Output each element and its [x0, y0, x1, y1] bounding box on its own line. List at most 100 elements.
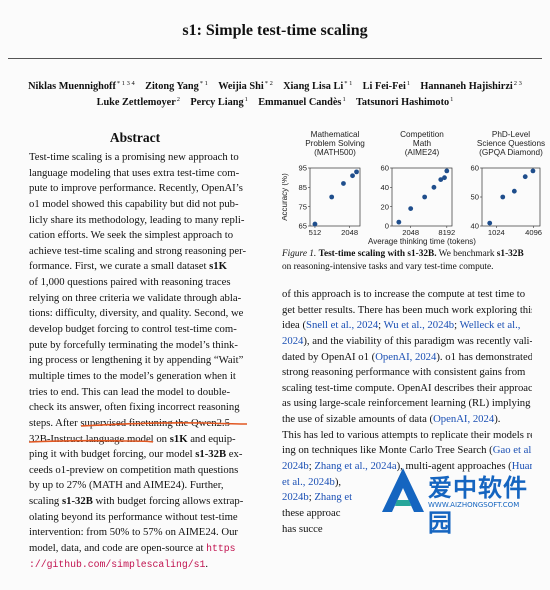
text-line: get better results. There has been much … [282, 303, 532, 319]
text-line: scaling s1-32B with budget forcing allow… [29, 494, 249, 510]
text-span: s1K [169, 432, 188, 445]
author-name: Hannaneh Hajishirzi [420, 81, 513, 92]
citation-link[interactable]: et al., 2024b [282, 475, 335, 488]
text-line: olating beyond its performance without t… [29, 510, 249, 526]
author-affiliation: 2 3 [513, 80, 522, 87]
data-point [442, 175, 447, 181]
author-affiliation: 1 [342, 96, 346, 103]
data-point [408, 206, 414, 211]
citation-link[interactable]: Zhang et [314, 491, 353, 504]
author-name: Percy Liang [190, 97, 244, 108]
author-name: Weijia Shi [218, 81, 264, 92]
data-point [422, 194, 428, 200]
author-list-line-2: Luke Zettlemoyer2 Percy Liang1 Emmanuel … [0, 96, 550, 108]
y-tick-label: 60 [471, 164, 479, 173]
citation-link[interactable]: Wu et al., 2024b [383, 319, 455, 332]
panel-frame [391, 167, 453, 227]
caption-rest-1: We benchmark [436, 249, 497, 259]
text-span[interactable]: https [206, 543, 236, 555]
author-affiliation: * 2 [264, 80, 273, 87]
text-span: ), multi-agent approaches ( [396, 460, 512, 473]
data-point [444, 168, 450, 174]
watermark-logo-icon [382, 468, 424, 512]
data-point [350, 173, 355, 179]
text-line: This has led to various attempts to repl… [282, 428, 532, 444]
panel-title: Competition [400, 130, 444, 139]
citation-link[interactable]: Huang [511, 460, 532, 473]
citation-link[interactable]: 2024b [282, 460, 309, 473]
citation-link[interactable]: 2024 [282, 334, 304, 347]
text-span: s1-32B [61, 495, 93, 508]
text-span: achieve test-time scaling and strong rea… [29, 244, 247, 257]
y-tick-label: 75 [299, 202, 307, 211]
y-tick-label: 50 [471, 193, 479, 202]
panel-title: Science Questions [477, 139, 545, 148]
panel-frame [481, 167, 541, 227]
y-tick-label: 0 [385, 222, 389, 231]
text-line: formance. First, we curate a small datas… [29, 259, 249, 275]
text-span: o1 model showed this capability but did … [29, 197, 239, 210]
text-span: 32B-Instruct language model on [29, 432, 170, 445]
text-span: s1K [209, 260, 227, 273]
text-line: of this approach is to increase the comp… [282, 287, 532, 303]
text-span: formance. First, we curate a small datas… [29, 260, 210, 273]
data-point [396, 219, 402, 225]
text-line: pute by forcefully terminating the model… [29, 338, 249, 354]
text-span: ceeds o1-preview on competition math que… [29, 463, 239, 476]
citation-link[interactable]: Snell et al., 2024 [306, 319, 379, 332]
text-span: intervention: from 50% to 57% on AIME24.… [29, 526, 238, 539]
caption-bold: Test-time scaling with s1-32B. [318, 249, 437, 259]
text-span: of 1,000 questions paired with reasoning… [29, 276, 231, 289]
y-tick-label: 95 [299, 164, 307, 173]
text-span: language modeling that uses extra test-t… [29, 166, 240, 179]
y-axis-label: Accuracy (%) [282, 173, 289, 221]
text-line: language modeling that uses extra test-t… [29, 166, 249, 182]
text-line: 2024b; Zhang et al., 2024a), multi-agent… [282, 459, 532, 475]
citation-link[interactable]: Zhang et al., 2024a [314, 460, 397, 473]
text-span: ; [454, 319, 460, 332]
text-line: ing on techniques like Monte Carlo Tree … [282, 443, 532, 459]
text-line: 2024), and the viability of this paradig… [282, 334, 532, 350]
watermark-url: WWW.AIZHONGSOFT.COM [428, 501, 520, 509]
author-affiliation: * 1 3 4 [116, 80, 135, 87]
text-line: ing process or lengthening it by appendi… [29, 353, 249, 369]
text-line: 32B-Instruct language model on s1K and e… [29, 432, 249, 448]
citation-link[interactable]: Gao et al., [492, 444, 532, 457]
data-point [500, 194, 506, 200]
y-tick-label: 20 [381, 202, 389, 211]
abstract-heading: Abstract [109, 130, 161, 145]
citation-link[interactable]: 2024b [282, 491, 309, 504]
text-span: as using large-scale reinforcement learn… [282, 397, 531, 410]
data-point [329, 194, 335, 200]
citation-link[interactable]: Welleck et al., [459, 319, 521, 332]
text-span: dated by OpenAI o1 ( [282, 350, 376, 363]
text-line: licly share its methodology, leading to … [29, 213, 249, 229]
text-span: s1-32B [195, 448, 227, 461]
text-span: pute to improve performance. Recently, O… [29, 182, 243, 195]
text-span: idea ( [282, 319, 307, 332]
citation-link[interactable]: OpenAI, 2024 [375, 350, 437, 363]
citation-link[interactable]: OpenAI, 2024 [433, 413, 495, 426]
author-affiliation: 2 [176, 96, 181, 103]
author-list-line-1: Niklas Muennighoff* 1 3 4 Zitong Yang* 1… [0, 80, 550, 92]
text-line: develop budget forcing to control test-t… [29, 322, 249, 338]
text-span: cation efforts. We seek the simplest app… [29, 229, 234, 242]
author-affiliation: * 1 [344, 80, 353, 87]
text-line: et al., 2024b), [282, 475, 532, 491]
text-span: This has led to various attempts to repl… [282, 428, 532, 441]
text-span: ; [378, 319, 384, 332]
text-span: ing on techniques like Monte Carlo Tree … [282, 444, 493, 457]
text-span[interactable]: ://github.com/simplescaling/s1 [29, 558, 206, 570]
text-span: ). [494, 413, 501, 426]
x-tick-label: 2048 [341, 228, 358, 237]
panel-title: Math [413, 139, 432, 148]
text-span: ex- [226, 448, 243, 461]
author-affiliation: 1 [406, 80, 411, 87]
text-span: ping it with budget forcing, our model [29, 448, 196, 461]
text-span: relying on three criteria we validate th… [29, 291, 242, 304]
data-point [312, 221, 318, 227]
text-span: Test-time scaling is a promising new app… [29, 151, 239, 163]
text-line: o1 model showed this capability but did … [29, 197, 249, 213]
text-span: by up to 27% (MATH and AIME24). Further, [29, 479, 224, 492]
